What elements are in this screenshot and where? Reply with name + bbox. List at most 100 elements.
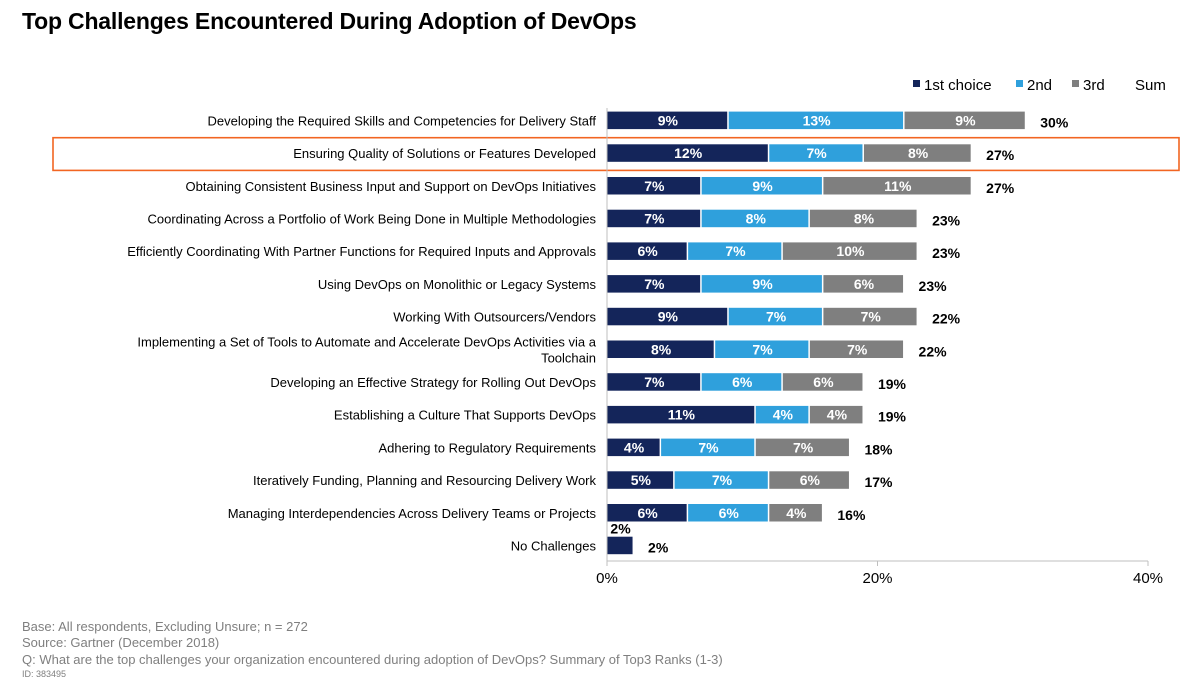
bar-value-label: 7% bbox=[752, 341, 773, 357]
bar-segment-1 bbox=[607, 373, 701, 391]
bar-segment-2 bbox=[701, 209, 809, 228]
bar-value-label: 9% bbox=[955, 112, 976, 128]
bar-segment-3 bbox=[823, 275, 904, 293]
bar-value-label: 7% bbox=[644, 210, 665, 226]
bar-value-label: 6% bbox=[719, 505, 740, 521]
sum-label: 22% bbox=[919, 343, 948, 359]
sum-label: 23% bbox=[932, 212, 961, 228]
bar-value-label: 8% bbox=[908, 145, 929, 161]
category-label: Iteratively Funding, Planning and Resour… bbox=[253, 473, 596, 488]
bar-value-label: 7% bbox=[698, 439, 719, 455]
bar-value-label: 7% bbox=[712, 472, 733, 488]
bar-segment-1 bbox=[607, 209, 701, 228]
category-label: Establishing a Culture That Supports Dev… bbox=[334, 408, 597, 423]
legend-swatch-2 bbox=[1016, 80, 1023, 87]
sum-label: 18% bbox=[864, 441, 893, 457]
bar-segment-2 bbox=[701, 373, 782, 391]
legend-label-3: 3rd bbox=[1083, 77, 1105, 94]
bar-segment-3 bbox=[782, 242, 917, 260]
bar-segment-2 bbox=[769, 144, 863, 162]
legend-swatch-1 bbox=[913, 80, 920, 87]
bar-value-label: 7% bbox=[725, 243, 746, 259]
category-label: Working With Outsourcers/Vendors bbox=[393, 310, 596, 325]
bar-value-label: 12% bbox=[674, 145, 703, 161]
sum-label: 16% bbox=[837, 507, 866, 523]
bar-value-label: 4% bbox=[624, 439, 645, 455]
sum-label: 19% bbox=[878, 409, 907, 425]
bar-segment-1 bbox=[607, 536, 633, 555]
bar-value-label: 7% bbox=[861, 309, 882, 325]
sum-label: 2% bbox=[648, 539, 669, 555]
sum-label: 17% bbox=[864, 474, 893, 490]
bar-value-label: 7% bbox=[644, 374, 665, 390]
bar-segment-3 bbox=[755, 438, 849, 457]
footer-base: Base: All respondents, Excluding Unsure;… bbox=[22, 619, 308, 634]
sum-label: 27% bbox=[986, 147, 1015, 163]
x-tick-label: 40% bbox=[1133, 570, 1163, 587]
bar-value-label: 6% bbox=[813, 374, 834, 390]
bar-segment-2 bbox=[674, 471, 768, 489]
legend-label-1: 1st choice bbox=[924, 77, 992, 94]
sum-label: 23% bbox=[919, 278, 948, 294]
bar-value-label: 11% bbox=[668, 407, 696, 423]
chart-title: Top Challenges Encountered During Adopti… bbox=[22, 8, 637, 34]
bar-segment-2 bbox=[755, 405, 809, 424]
bar-value-label: 6% bbox=[854, 276, 875, 292]
bar-value-label: 7% bbox=[644, 178, 665, 194]
bar-value-label: 7% bbox=[807, 145, 828, 161]
sum-label: 23% bbox=[932, 245, 961, 261]
category-label: Obtaining Consistent Business Input and … bbox=[186, 179, 597, 194]
legend-label-sum: Sum bbox=[1135, 77, 1166, 94]
bar-segment-3 bbox=[823, 307, 917, 326]
bar-value-label: 9% bbox=[752, 178, 773, 194]
footer-question: Q: What are the top challenges your orga… bbox=[22, 652, 723, 667]
bar-value-label: 6% bbox=[800, 472, 821, 488]
sum-label: 22% bbox=[932, 311, 961, 327]
bar-segment-1 bbox=[607, 340, 714, 358]
bar-segment-2 bbox=[701, 177, 822, 195]
x-tick-label: 20% bbox=[862, 570, 892, 587]
bar-segment-3 bbox=[769, 471, 849, 489]
bar-value-label: 9% bbox=[658, 112, 679, 128]
bar-value-label: 8% bbox=[854, 210, 875, 226]
bar-value-label: 6% bbox=[637, 505, 658, 521]
category-label: Implementing a Set of Tools to Automate … bbox=[137, 334, 596, 365]
bar-segment-3 bbox=[809, 405, 863, 424]
bar-segment-2 bbox=[728, 111, 904, 130]
bar-value-label: 8% bbox=[746, 210, 767, 226]
stacked-bar-chart: 1st choice 2nd 3rd Sum Developing the Requir… bbox=[52, 77, 1180, 587]
bar-value-label: 9% bbox=[658, 309, 679, 325]
category-label: Efficiently Coordinating With Partner Fu… bbox=[127, 244, 596, 259]
bar-value-label: 8% bbox=[651, 341, 672, 357]
bar-value-label: 7% bbox=[793, 439, 814, 455]
bar-segment-2 bbox=[688, 242, 782, 260]
bar-value-label: 6% bbox=[637, 243, 658, 259]
bar-segment-1 bbox=[607, 438, 660, 457]
highlight-box bbox=[52, 136, 1180, 172]
bar-segment-1 bbox=[607, 504, 687, 522]
x-tick-label: 0% bbox=[596, 570, 618, 587]
sum-label: 19% bbox=[878, 376, 907, 392]
sum-label: 30% bbox=[1040, 114, 1069, 130]
bar-segment-1 bbox=[607, 144, 768, 162]
bar-segment-1 bbox=[607, 471, 674, 489]
bar-segment-3 bbox=[823, 177, 971, 195]
bar-value-label: 11% bbox=[884, 178, 912, 194]
bar-value-label: 10% bbox=[836, 243, 865, 259]
category-label: Using DevOps on Monolithic or Legacy Sys… bbox=[318, 277, 597, 292]
category-label: No Challenges bbox=[511, 538, 597, 553]
bar-value-label: 9% bbox=[752, 276, 773, 292]
bar-segment-3 bbox=[904, 111, 1025, 130]
bar-value-label: 2% bbox=[610, 521, 631, 537]
bar-segment-2 bbox=[661, 438, 755, 457]
bar-value-label: 13% bbox=[803, 112, 832, 128]
bar-value-label: 7% bbox=[847, 341, 868, 357]
bar-segment-1 bbox=[607, 405, 755, 424]
bar-value-label: 7% bbox=[644, 276, 665, 292]
footer-source: Source: Gartner (December 2018) bbox=[22, 635, 220, 650]
bar-segment-3 bbox=[809, 340, 904, 358]
legend-label-2: 2nd bbox=[1027, 77, 1052, 94]
bar-value-label: 6% bbox=[732, 374, 753, 390]
category-label: Ensuring Quality of Solutions or Feature… bbox=[293, 146, 596, 161]
category-label: Coordinating Across a Portfolio of Work … bbox=[148, 211, 597, 226]
